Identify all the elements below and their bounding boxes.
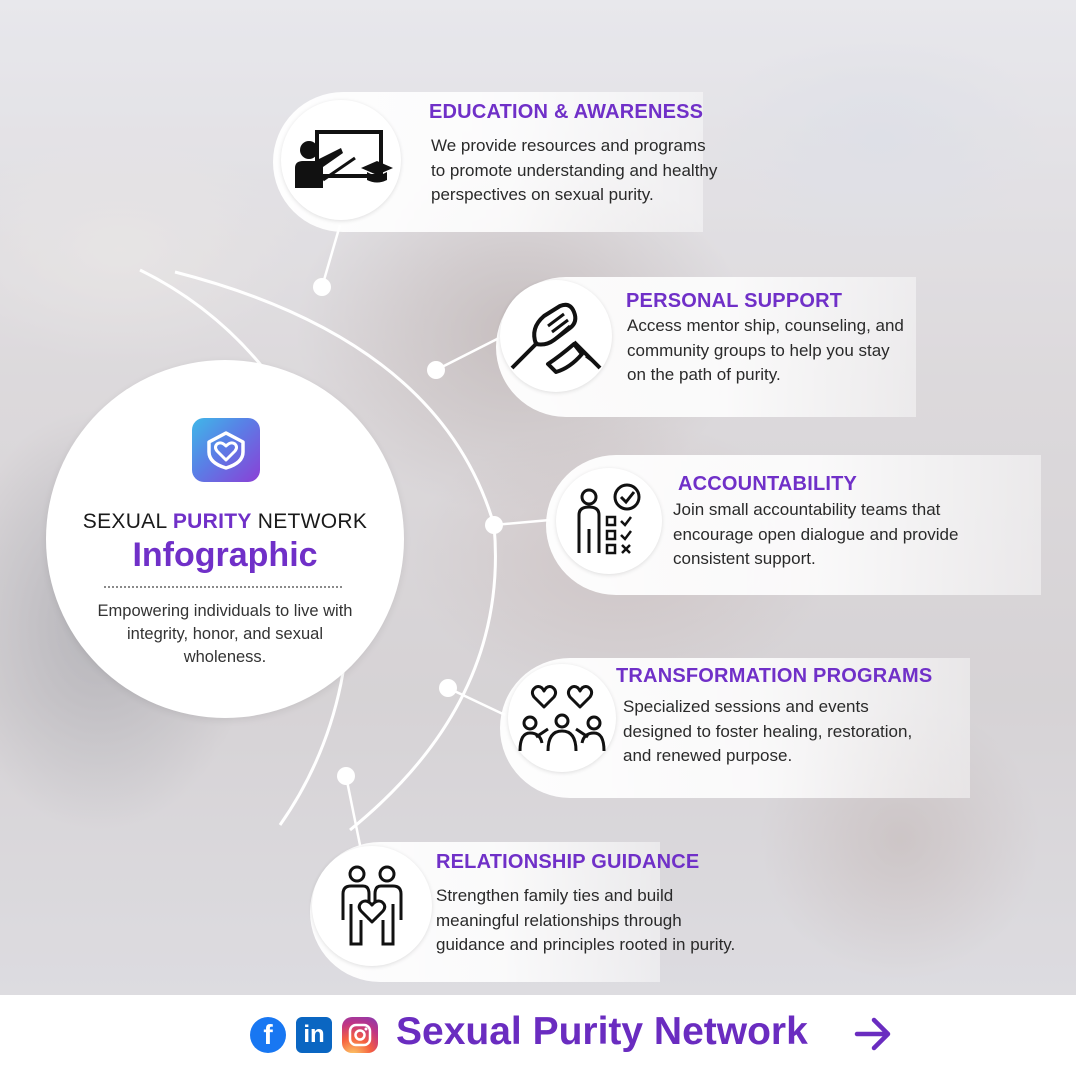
card-title: PERSONAL SUPPORT <box>626 290 843 312</box>
group-hearts-icon <box>508 664 616 772</box>
connector-dot <box>485 516 503 534</box>
linkedin-icon[interactable]: in <box>296 1017 332 1053</box>
couple-heart-icon <box>312 846 432 966</box>
handshake-icon <box>500 280 612 392</box>
connector-dot <box>313 278 331 296</box>
card-title: RELATIONSHIP GUIDANCE <box>436 851 700 873</box>
hub-title: SEXUAL PURITY NETWORK <box>82 510 368 533</box>
hub-subtitle: Infographic <box>132 536 318 574</box>
arrow-right-icon[interactable] <box>854 1016 894 1056</box>
card-title: EDUCATION & AWARENESS <box>429 101 704 123</box>
connector-dot <box>337 767 355 785</box>
brand-logo-icon <box>192 418 260 482</box>
card-title: ACCOUNTABILITY <box>678 473 858 495</box>
hub-description: Empowering individuals to live with inte… <box>97 602 353 666</box>
connector-dot <box>439 679 457 697</box>
checklist-person-icon <box>556 468 662 574</box>
card-description: We provide resources and programs to pro… <box>431 136 718 204</box>
teacher-blackboard-icon <box>281 100 401 220</box>
hub-title-accent: PURITY <box>172 510 252 533</box>
facebook-icon[interactable]: f <box>250 1017 286 1053</box>
footer-brand-link[interactable]: Sexual Purity Network <box>396 1010 808 1053</box>
card-description: Join small accountability teams that enc… <box>673 500 959 568</box>
card-description: Strengthen family ties and build meaning… <box>436 886 736 954</box>
card-description: Access mentor ship, counseling, and comm… <box>627 316 904 384</box>
card-title: TRANSFORMATION PROGRAMS <box>616 665 933 687</box>
card-description: Specialized sessions and events designed… <box>623 697 913 765</box>
footer-bar <box>0 995 1076 1080</box>
dotted-divider <box>104 586 342 588</box>
connector-dot <box>427 361 445 379</box>
hub-circle: SEXUAL PURITY NETWORK Infographic Empowe… <box>46 360 404 718</box>
instagram-icon[interactable] <box>342 1017 378 1053</box>
